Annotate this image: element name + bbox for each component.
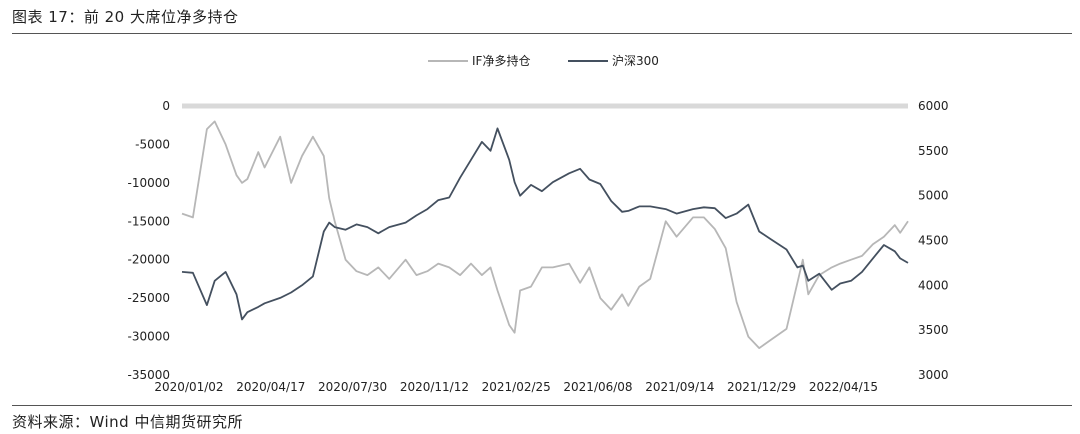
right-tick-label: 5000 [918,189,949,203]
x-tick-label: 2021/02/25 [482,380,551,394]
right-tick-label: 4500 [918,234,949,248]
x-tick-label: 2021/09/14 [645,380,714,394]
x-tick-label: 2022/04/15 [809,380,878,394]
right-tick-label: 4000 [918,278,949,292]
bottom-rule [12,405,1072,406]
right-axis-ticks: 6000 5500 5000 4500 4000 3500 3000 [918,99,949,382]
left-tick-label: -5000 [135,137,170,151]
right-tick-label: 3000 [918,368,949,382]
legend-label-0: IF净多持仓 [472,53,530,68]
source-note: 资料来源：Wind 中信期货研究所 [12,413,243,431]
x-tick-label: 2021/06/08 [563,380,632,394]
chart: IF净多持仓 沪深300 0 -5000 -10000 -15000 -20000 -250… [127,53,949,394]
right-tick-label: 6000 [918,99,949,113]
series-lines [181,120,909,350]
left-tick-label: -20000 [127,253,170,267]
x-tick-label: 2020/07/30 [318,380,387,394]
left-axis-ticks: 0 -5000 -10000 -15000 -20000 -25000 -30000 -350… [127,99,170,382]
right-tick-label: 3500 [918,323,949,337]
x-tick-label: 2020/01/02 [154,380,223,394]
x-tick-label: 2021/12/29 [727,380,796,394]
left-tick-label: 0 [162,99,170,113]
series-line-1 [181,127,909,321]
left-tick-label: -35000 [127,368,170,382]
left-tick-label: -25000 [127,291,170,305]
legend: IF净多持仓 沪深300 [428,53,659,68]
left-tick-label: -10000 [127,176,170,190]
legend-label-1: 沪深300 [612,54,659,68]
left-tick-label: -30000 [127,330,170,344]
right-tick-label: 5500 [918,144,949,158]
left-tick-label: -15000 [127,214,170,228]
figure-title: 图表 17：前 20 大席位净多持仓 [12,8,239,26]
series-line-0 [181,120,909,350]
top-rule [12,33,1072,34]
x-tick-label: 2020/04/17 [236,380,305,394]
x-axis-ticks: 2020/01/02 2020/04/17 2020/07/30 2020/11/12… [154,380,878,394]
x-tick-label: 2020/11/12 [400,380,469,394]
